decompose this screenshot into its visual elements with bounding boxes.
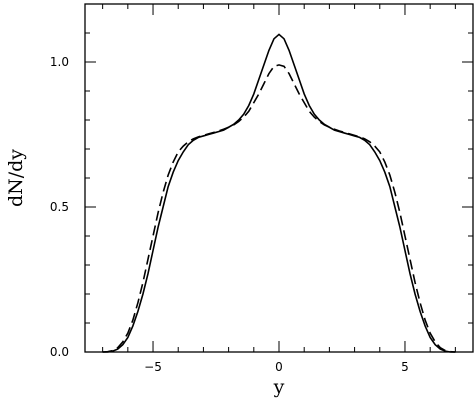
dashed-series-line xyxy=(102,64,456,353)
solid-series-line xyxy=(102,33,456,353)
y-tick-label: 1.0 xyxy=(50,55,69,69)
x-tick-label: −5 xyxy=(144,360,162,374)
series-group xyxy=(102,33,456,353)
x-axis-label: y xyxy=(273,376,285,398)
y-axis-label: dN/dy xyxy=(5,149,27,207)
y-tick-label: 0.5 xyxy=(50,200,69,214)
x-tick-label: 0 xyxy=(275,360,283,374)
axis-ticks xyxy=(85,4,473,353)
plot-frame xyxy=(84,3,474,353)
axis-tick-labels: −5 0 5 0.0 0.5 1.0 xyxy=(50,55,409,374)
y-tick-label: 0.0 xyxy=(50,345,69,359)
x-tick-label: 5 xyxy=(401,360,409,374)
